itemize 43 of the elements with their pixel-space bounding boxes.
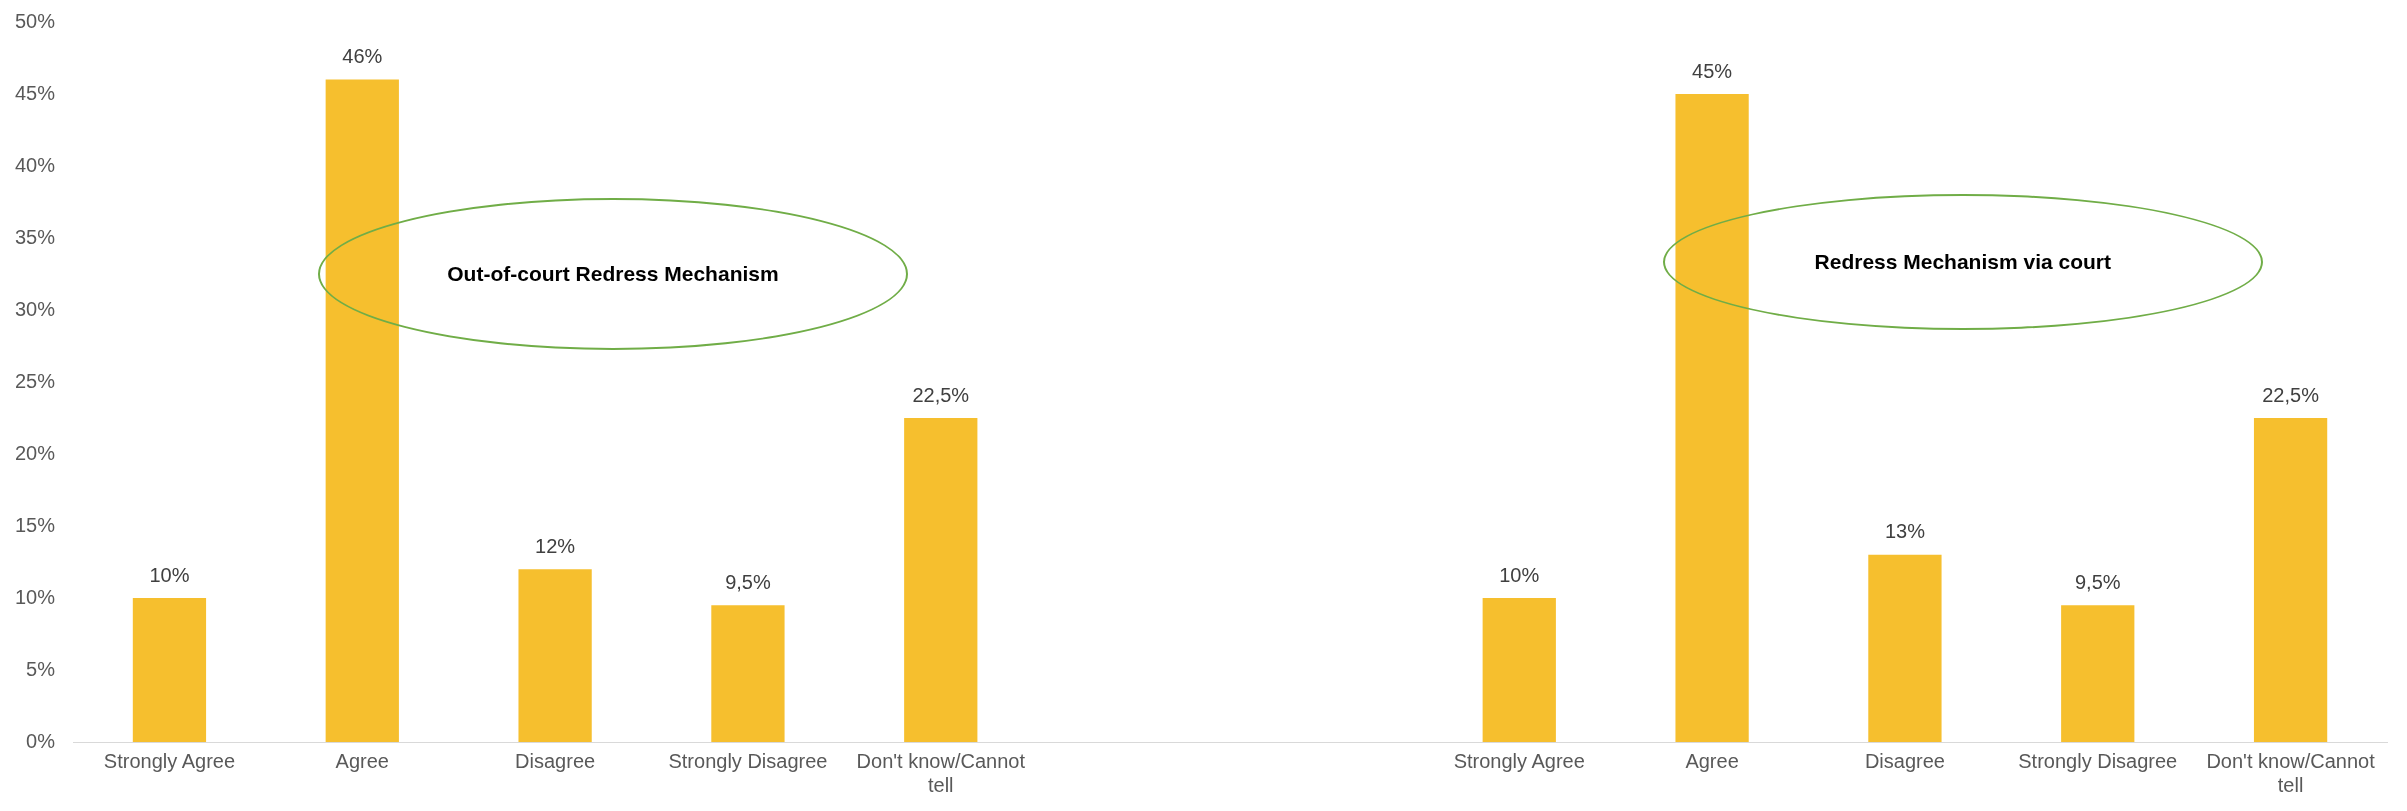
- y-tick-label: 30%: [15, 297, 56, 320]
- y-tick-label: 45%: [15, 81, 56, 104]
- bar: [1868, 554, 1942, 742]
- data-label: 22,5%: [2262, 383, 2320, 406]
- data-label: 22,5%: [912, 383, 970, 406]
- bar: [1675, 94, 1749, 742]
- bar: [325, 79, 399, 742]
- data-label: 9,5%: [2074, 570, 2121, 593]
- x-tick-label: Don't know/Cannot tell: [2206, 749, 2376, 796]
- bar: [711, 605, 785, 742]
- x-tick-label: Strongly Disagree: [668, 749, 828, 772]
- data-label: 12%: [535, 534, 576, 557]
- data-label: 46%: [342, 45, 383, 68]
- data-label: 45%: [1692, 59, 1733, 82]
- data-label: 10%: [149, 563, 190, 586]
- x-tick-label: Strongly Agree: [103, 749, 236, 772]
- x-tick-label: Disagree: [1864, 749, 1945, 772]
- y-tick-label: 25%: [15, 369, 56, 392]
- x-tick-label: Agree: [335, 749, 389, 772]
- data-label: 13%: [1884, 520, 1926, 543]
- y-tick-label: 0%: [26, 729, 56, 752]
- data-label: 10%: [1499, 563, 1540, 586]
- data-label: 9,5%: [725, 570, 771, 593]
- y-tick-label: 10%: [15, 585, 56, 608]
- y-tick-label: 50%: [15, 9, 56, 32]
- y-tick-label: 5%: [26, 657, 56, 680]
- x-tick-label: Don't know/Cannot tell: [856, 749, 1026, 796]
- bar: [132, 598, 207, 742]
- bar: [2253, 418, 2328, 742]
- y-tick-label: 40%: [15, 153, 56, 176]
- annotation: Out-of-court Redress Mechanism: [447, 262, 779, 286]
- annotation: Redress Mechanism via court: [1814, 250, 2111, 275]
- x-tick-label: Strongly Agree: [1453, 749, 1585, 772]
- bar: [1482, 598, 1556, 742]
- x-tick-label: Disagree: [515, 749, 596, 772]
- x-tick-label: Agree: [1685, 749, 1739, 772]
- bar: [2061, 605, 2135, 742]
- bar: [518, 569, 592, 742]
- y-tick-label: 15%: [15, 513, 56, 536]
- bar: [904, 418, 978, 742]
- y-tick-label: 35%: [15, 225, 56, 248]
- y-tick-label: 20%: [15, 441, 56, 464]
- x-tick-label: Strongly Disagree: [2018, 749, 2178, 772]
